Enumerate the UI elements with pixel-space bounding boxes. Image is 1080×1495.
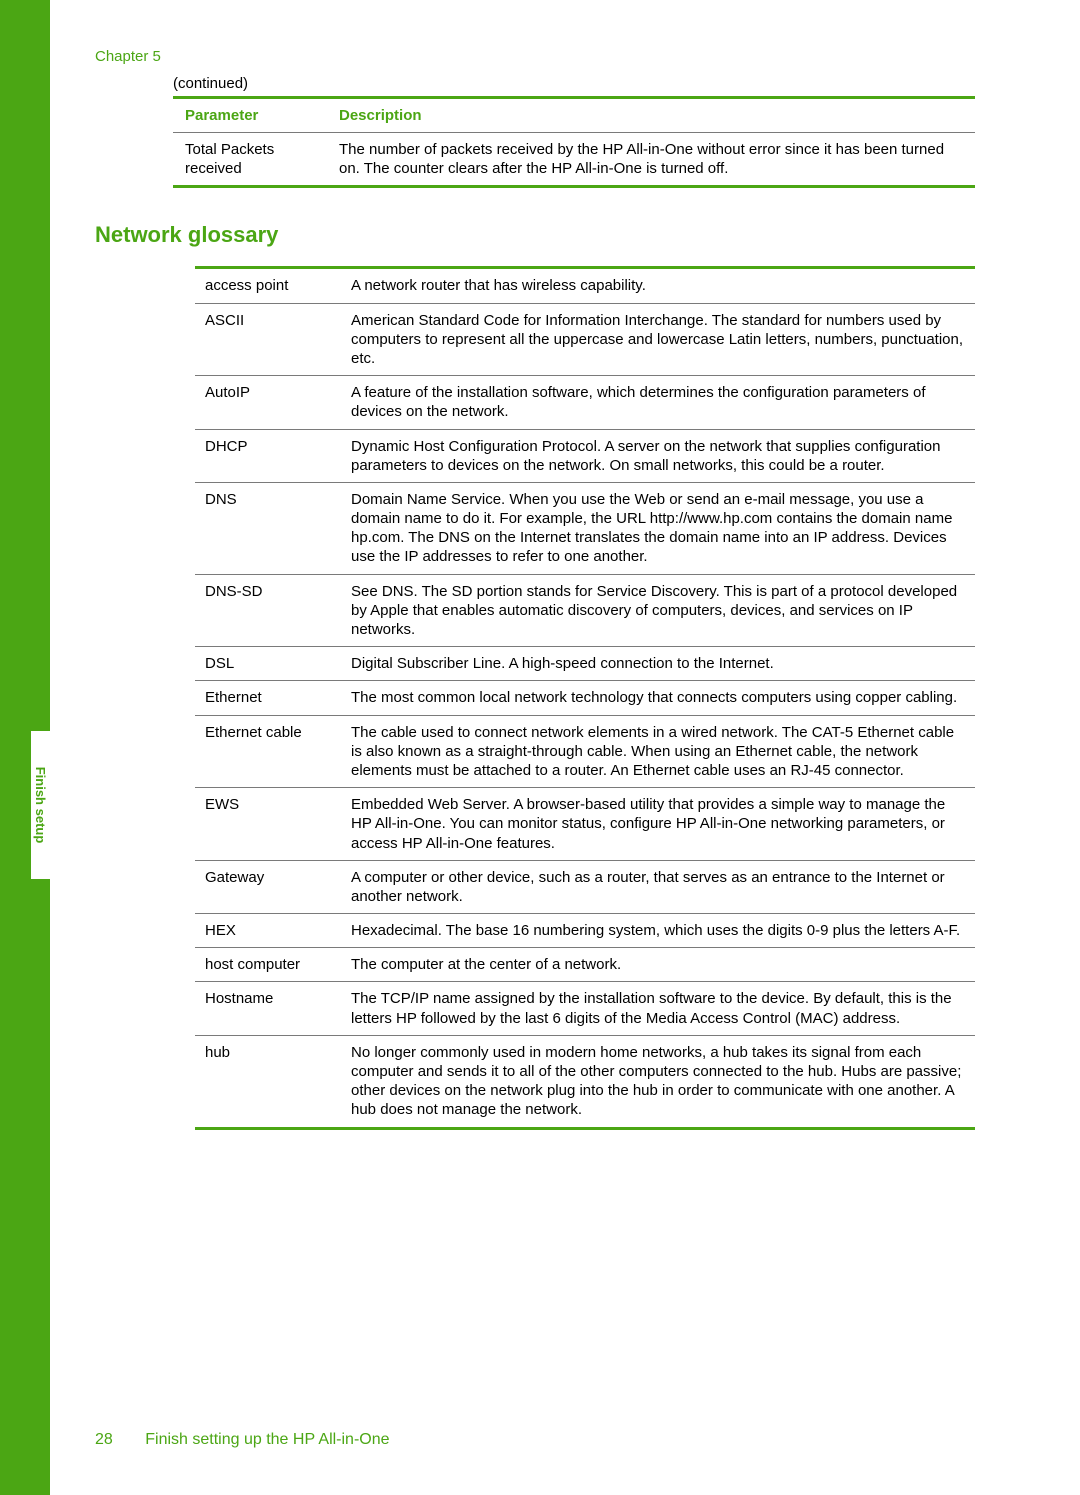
term-cell: Ethernet [195,681,341,715]
definition-cell: See DNS. The SD portion stands for Servi… [341,574,975,647]
table-row: GatewayA computer or other device, such … [195,860,975,913]
table-row: DSLDigital Subscriber Line. A high-speed… [195,647,975,681]
glossary-table: access pointA network router that has wi… [195,266,975,1129]
definition-cell: The computer at the center of a network. [341,948,975,982]
glossary-heading: Network glossary [95,222,975,248]
desc-cell: The number of packets received by the HP… [327,133,975,187]
definition-cell: The cable used to connect network elemen… [341,715,975,788]
term-cell: Ethernet cable [195,715,341,788]
term-cell: ASCII [195,303,341,376]
term-cell: DHCP [195,429,341,482]
table-row: EthernetThe most common local network te… [195,681,975,715]
term-cell: DNS-SD [195,574,341,647]
definition-cell: Dynamic Host Configuration Protocol. A s… [341,429,975,482]
definition-cell: Domain Name Service. When you use the We… [341,482,975,574]
table-row: hubNo longer commonly used in modern hom… [195,1035,975,1128]
parameter-table: Parameter Description Total Packets rece… [173,96,975,188]
table-row: Ethernet cableThe cable used to connect … [195,715,975,788]
side-tab-label: Finish setup [31,731,50,879]
term-cell: hub [195,1035,341,1128]
chapter-label: Chapter 5 [95,48,975,65]
definition-cell: Hexadecimal. The base 16 numbering syste… [341,914,975,948]
term-cell: DNS [195,482,341,574]
term-cell: access point [195,268,341,303]
table-header-row: Parameter Description [173,98,975,133]
parameter-table-wrap: Parameter Description Total Packets rece… [173,96,975,188]
col-header-description: Description [327,98,975,133]
continued-label: (continued) [173,75,975,92]
term-cell: host computer [195,948,341,982]
definition-cell: A network router that has wireless capab… [341,268,975,303]
term-cell: Hostname [195,982,341,1035]
table-row: DNSDomain Name Service. When you use the… [195,482,975,574]
table-row: host computerThe computer at the center … [195,948,975,982]
table-row: EWSEmbedded Web Server. A browser-based … [195,788,975,861]
definition-cell: A feature of the installation software, … [341,376,975,429]
term-cell: Gateway [195,860,341,913]
table-row: AutoIPA feature of the installation soft… [195,376,975,429]
table-row: DHCPDynamic Host Configuration Protocol.… [195,429,975,482]
definition-cell: No longer commonly used in modern home n… [341,1035,975,1128]
footer-section: Finish setting up the HP All-in-One [145,1431,389,1448]
page-content: Chapter 5 (continued) Parameter Descript… [95,48,975,1130]
param-cell: Total Packets received [173,133,327,187]
definition-cell: American Standard Code for Information I… [341,303,975,376]
definition-cell: The TCP/IP name assigned by the installa… [341,982,975,1035]
table-row: HostnameThe TCP/IP name assigned by the … [195,982,975,1035]
page-number: 28 [95,1431,113,1448]
table-row: access pointA network router that has wi… [195,268,975,303]
definition-cell: Digital Subscriber Line. A high-speed co… [341,647,975,681]
term-cell: HEX [195,914,341,948]
definition-cell: Embedded Web Server. A browser-based uti… [341,788,975,861]
table-row: DNS-SDSee DNS. The SD portion stands for… [195,574,975,647]
term-cell: DSL [195,647,341,681]
term-cell: AutoIP [195,376,341,429]
table-row: HEXHexadecimal. The base 16 numbering sy… [195,914,975,948]
table-row: ASCIIAmerican Standard Code for Informat… [195,303,975,376]
definition-cell: A computer or other device, such as a ro… [341,860,975,913]
col-header-parameter: Parameter [173,98,327,133]
term-cell: EWS [195,788,341,861]
definition-cell: The most common local network technology… [341,681,975,715]
table-row: Total Packets received The number of pac… [173,133,975,187]
glossary-table-wrap: access pointA network router that has wi… [195,266,975,1129]
page-footer: 28 Finish setting up the HP All-in-One [95,1431,390,1449]
